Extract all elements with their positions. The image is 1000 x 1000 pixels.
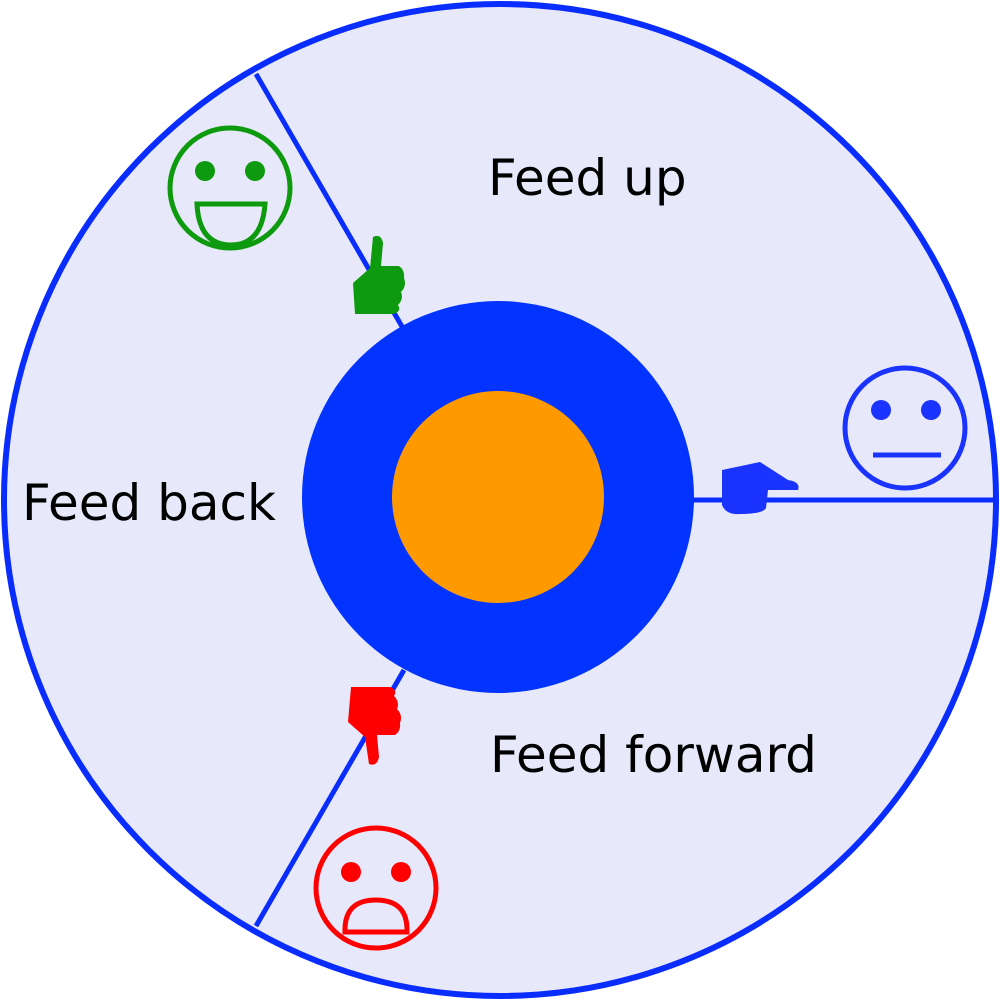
thumbs-down-icon <box>348 687 401 765</box>
thumbs-up-icon <box>353 235 405 314</box>
sad-face-icon <box>313 825 439 951</box>
center-core <box>392 391 604 603</box>
pointing-hand-icon <box>722 462 799 515</box>
label-feed-back: Feed back <box>22 474 276 532</box>
smiley-face-icon <box>167 125 293 251</box>
label-feed-forward: Feed forward <box>490 726 817 784</box>
neutral-face-icon <box>842 365 968 491</box>
label-feed-up: Feed up <box>488 149 687 207</box>
